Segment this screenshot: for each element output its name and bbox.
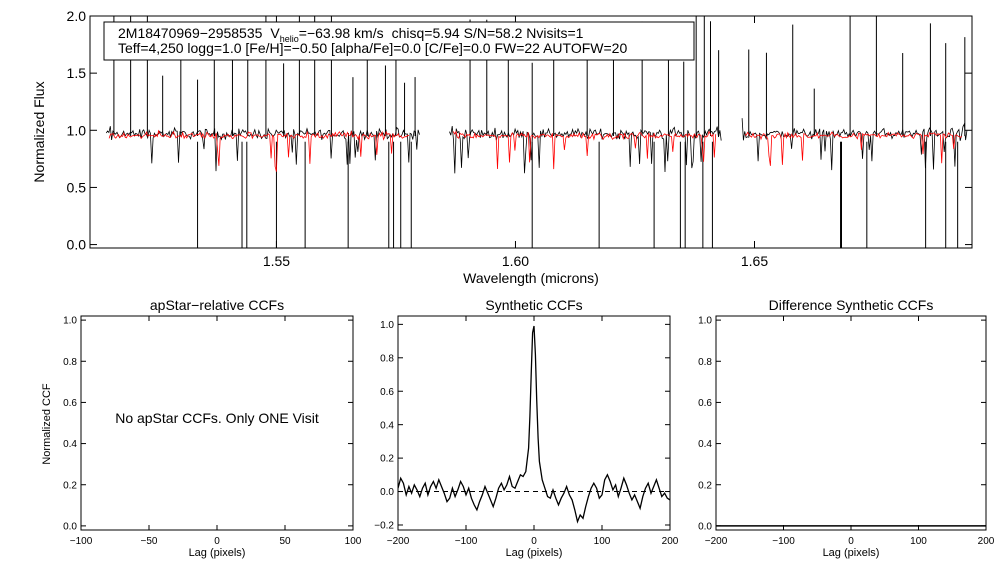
- difference-ccf-title: Difference Synthetic CCFs: [769, 297, 934, 313]
- apstar-ccf-y-tick-label: 0.6: [63, 398, 77, 409]
- difference-ccf-x-tick-label: −100: [772, 536, 795, 547]
- apstar-ccf-x-tick-label: 0: [214, 536, 220, 547]
- difference-ccf-y-tick-label: 0.4: [698, 439, 712, 450]
- spectrum-y-tick-label: 0.0: [67, 237, 87, 253]
- synthetic-ccf-y-tick-label: 1.0: [380, 320, 394, 331]
- fit-stats: chisq=5.94 S/N=58.2 Nvisits=1: [392, 25, 584, 41]
- star-id: 2M18470969−2958535: [118, 25, 263, 41]
- difference-ccf-y-tick-label: 0.0: [698, 521, 712, 532]
- velocity-value: =−63.98 km/s: [299, 25, 384, 41]
- spectrum-y-tick-label: 2.0: [67, 8, 87, 24]
- spectrum-x-tick-label: 1.60: [502, 253, 529, 269]
- difference-ccf-x-tick-label: 0: [848, 536, 854, 547]
- difference-ccf-x-tick-label: 200: [978, 536, 995, 547]
- difference-ccf-y-tick-label: 1.0: [698, 316, 712, 327]
- apstar-ccf-x-tick-label: −100: [70, 536, 93, 547]
- spectrum-y-tick-label: 1.0: [67, 122, 87, 138]
- difference-ccf-x-tick-label: −200: [705, 536, 728, 547]
- apstar-ccf-x-label: Lag (pixels): [189, 547, 246, 559]
- difference-ccf-x-tick-label: 100: [910, 536, 927, 547]
- synthetic-ccf-panel: −200 −100 0 100 200 −0.2 0.0 0.2 0.4 0.6 0.8 1.0 Sy…: [374, 297, 679, 559]
- difference-ccf-y-tick-label: 0.2: [698, 480, 712, 491]
- spectrum-info-line1: 2M18470969−2958535 Vhelio=−63.98 km/s chis…: [118, 25, 584, 44]
- synthetic-ccf-x-tick-label: −100: [455, 536, 478, 547]
- model-flux-line: [452, 130, 717, 170]
- apstar-ccf-axes: −100 −50 0 50 100 0.0 0.2 0.4 0.6 0.8 1.0: [63, 316, 362, 547]
- spectrum-y-tick-label: 0.5: [67, 179, 87, 195]
- spectrum-x-tick-label: 1.55: [263, 253, 290, 269]
- synthetic-ccf-line: [398, 325, 670, 524]
- apstar-ccf-y-tick-label: 0.8: [63, 357, 77, 368]
- spectrum-panel: 1.55 1.60 1.65 0.0 0.5 1.0 1.5 2.0 2M18470969−2…: [31, 8, 973, 286]
- difference-ccf-panel: −200 −100 0 100 200 0.0 0.2 0.4 0.6 0.8 1.0 Differ…: [698, 297, 995, 559]
- apstar-ccf-annotation: No apStar CCFs. Only ONE Visit: [115, 410, 319, 426]
- observed-flux-line: [741, 118, 968, 171]
- difference-ccf-y-tick-label: 0.8: [698, 357, 712, 368]
- synthetic-ccf-y-tick-label: 0.4: [380, 420, 394, 431]
- difference-ccf-y-tick-label: 0.6: [698, 398, 712, 409]
- difference-ccf-axes: −200 −100 0 100 200 0.0 0.2 0.4 0.6 0.8 1.0: [698, 316, 995, 547]
- apstar-ccf-panel: −100 −50 0 50 100 0.0 0.2 0.4 0.6 0.8 1.0 apStar−r…: [41, 297, 362, 559]
- apstar-ccf-y-tick-label: 0.2: [63, 480, 77, 491]
- synthetic-ccf-frame: [397, 315, 671, 531]
- stellar-parameters: Teff=4,250 logg=1.0 [Fe/H]=−0.50 [alpha/…: [118, 40, 627, 56]
- apstar-ccf-y-label: Normalized CCF: [41, 383, 53, 465]
- apstar-ccf-x-tick-label: 50: [279, 536, 291, 547]
- spectrum-plot-frame: [89, 15, 973, 249]
- synthetic-ccf-x-tick-label: 100: [594, 536, 611, 547]
- synthetic-ccf-data-area: [398, 325, 670, 524]
- synthetic-ccf-y-tick-label: −0.2: [374, 521, 394, 532]
- velocity-subscript: helio: [280, 34, 299, 44]
- synthetic-ccf-x-tick-label: 200: [662, 536, 679, 547]
- synthetic-ccf-y-tick-label: 0.6: [380, 387, 394, 398]
- synthetic-ccf-title: Synthetic CCFs: [485, 297, 582, 313]
- apstar-ccf-x-tick-label: −50: [141, 536, 158, 547]
- apstar-ccf-title: apStar−relative CCFs: [150, 297, 284, 313]
- difference-ccf-x-label: Lag (pixels): [823, 547, 880, 559]
- spectrum-y-label: Normalized Flux: [31, 81, 47, 182]
- synthetic-ccf-x-tick-label: −200: [387, 536, 410, 547]
- velocity-symbol: V: [270, 25, 280, 41]
- spectrum-y-tick-label: 1.5: [67, 65, 87, 81]
- spectrum-axes: 1.55 1.60 1.65 0.0 0.5 1.0 1.5 2.0: [67, 8, 972, 269]
- synthetic-ccf-x-label: Lag (pixels): [506, 547, 563, 559]
- spectrum-x-label: Wavelength (microns): [463, 270, 599, 286]
- difference-ccf-frame: [715, 315, 987, 531]
- synthetic-ccf-axes: −200 −100 0 100 200 −0.2 0.0 0.2 0.4 0.6 0.8 1.0: [374, 316, 679, 547]
- model-flux-line: [744, 131, 963, 166]
- observed-flux-line: [105, 126, 420, 172]
- apstar-ccf-x-tick-label: 100: [345, 536, 362, 547]
- spectrum-x-tick-label: 1.65: [741, 253, 768, 269]
- synthetic-ccf-y-tick-label: 0.8: [380, 353, 394, 364]
- spectrum-info-box: [103, 21, 695, 61]
- model-flux-line: [108, 129, 410, 172]
- synthetic-ccf-y-tick-label: 0.2: [380, 454, 394, 465]
- synthetic-ccf-x-tick-label: 0: [531, 536, 537, 547]
- synthetic-ccf-y-tick-label: 0.0: [380, 487, 394, 498]
- apstar-ccf-y-tick-label: 0.0: [63, 521, 77, 532]
- apstar-ccf-y-tick-label: 0.4: [63, 439, 77, 450]
- apstar-ccf-y-tick-label: 1.0: [63, 316, 77, 327]
